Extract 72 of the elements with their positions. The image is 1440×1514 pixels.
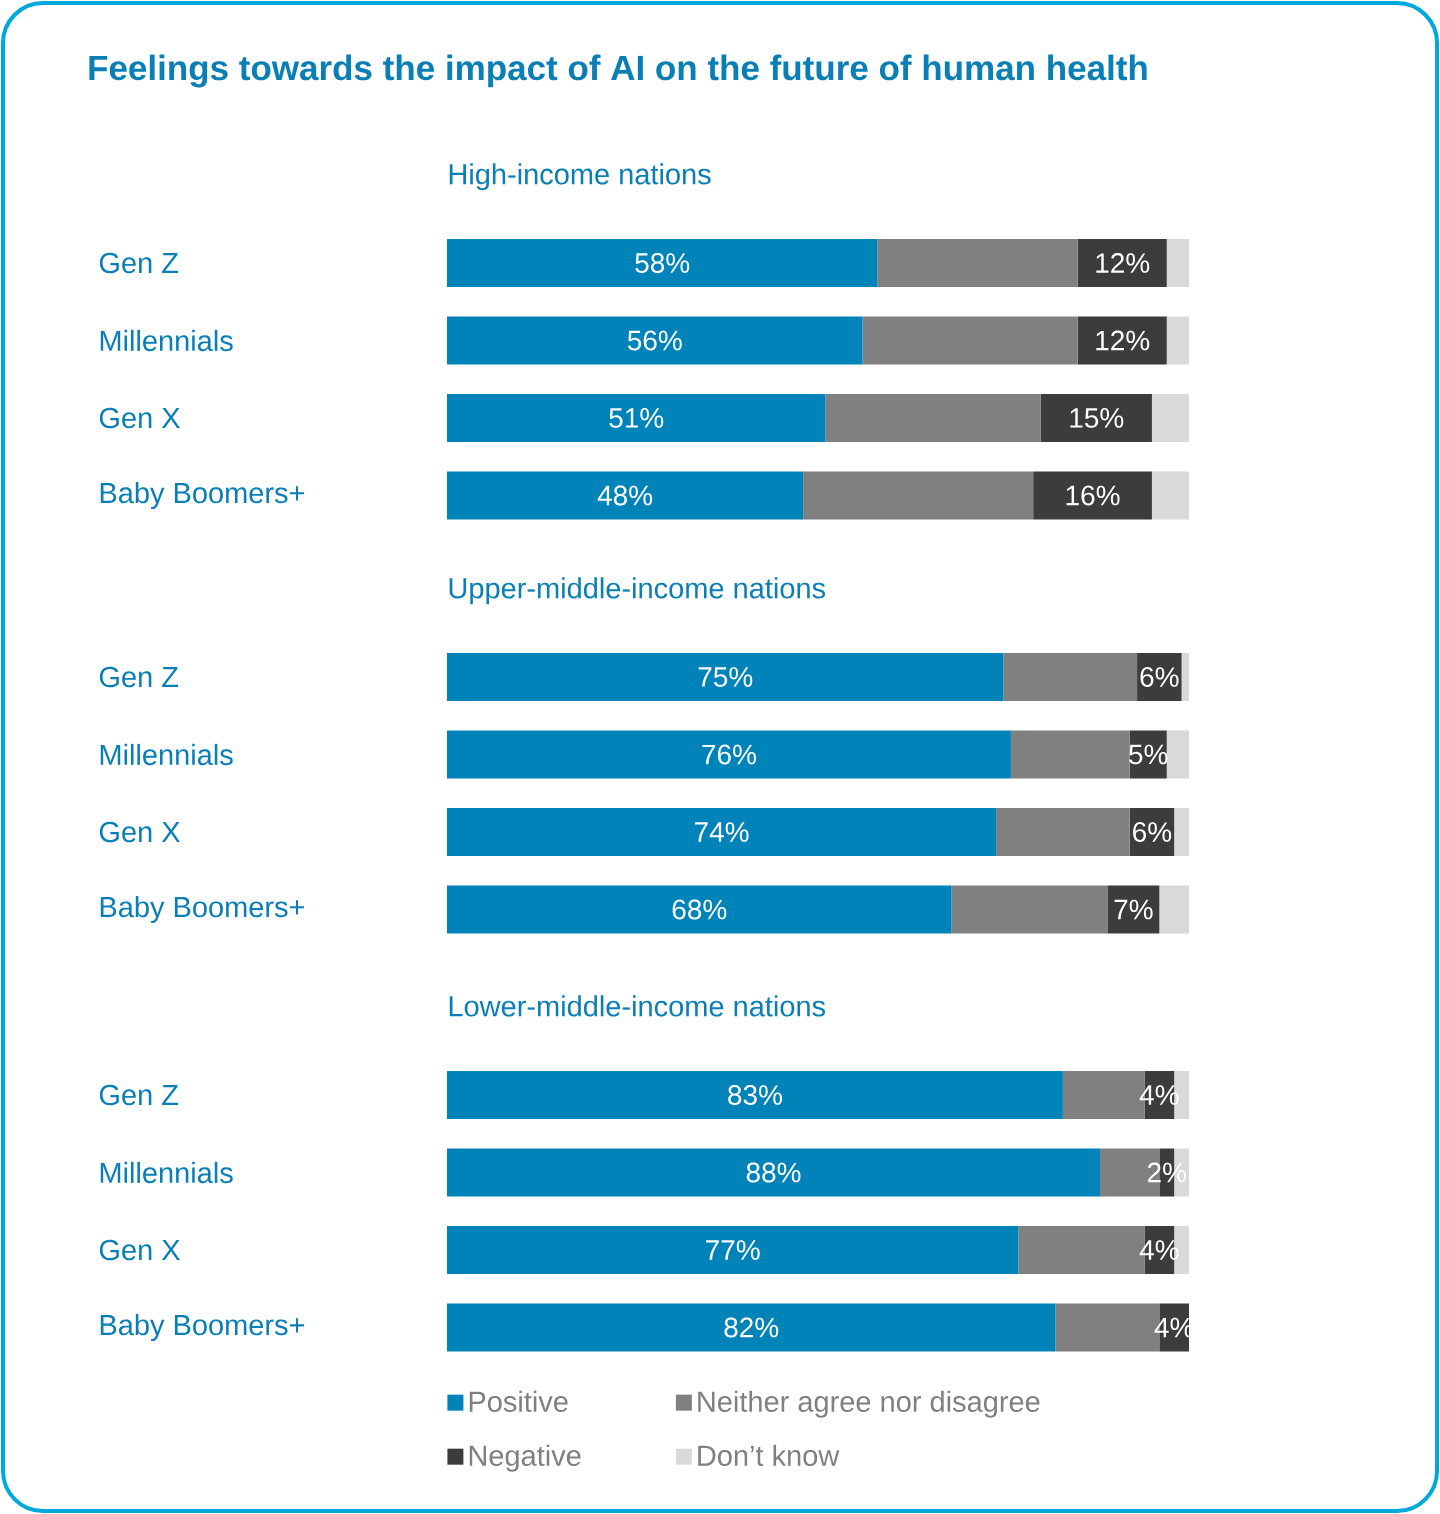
data-label: 12% <box>1096 330 1150 351</box>
bar <box>447 471 804 520</box>
data-label: 83% <box>728 1085 782 1105</box>
bar <box>447 394 826 442</box>
bar <box>447 885 952 934</box>
category-label: Gen Z <box>99 252 179 274</box>
legend-label: Don’t know <box>698 1444 840 1466</box>
bar <box>1077 316 1167 365</box>
data-label: 48% <box>597 485 653 506</box>
legend-label: Positive <box>469 1390 568 1412</box>
bar <box>447 316 863 365</box>
category-label: Millennials <box>100 743 233 766</box>
data-label: 15% <box>1070 408 1124 428</box>
bar <box>447 1071 1063 1120</box>
data-label: 56% <box>627 330 682 351</box>
bar <box>825 394 1041 442</box>
data-label: 51% <box>609 408 664 428</box>
legend-label: Negative <box>469 1444 581 1472</box>
bar <box>1077 239 1167 287</box>
bar <box>447 1148 1100 1197</box>
data-label: 75% <box>698 667 753 687</box>
bar <box>1166 239 1190 287</box>
bar <box>1040 394 1152 442</box>
category-label: Gen X <box>99 407 180 429</box>
data-label: 82% <box>724 1317 779 1338</box>
bar <box>1151 394 1190 442</box>
data-label: 58% <box>635 253 690 273</box>
category-label: Gen Z <box>99 666 179 688</box>
chart-subtitle: Upper-middle-income nations <box>449 577 826 605</box>
data-label: 77% <box>706 1240 760 1260</box>
data-label: 68% <box>672 899 727 920</box>
bar <box>877 239 1078 287</box>
legend-label: Neither agree nor disagree <box>698 1390 1040 1418</box>
data-label: 16% <box>1066 485 1120 506</box>
bar <box>1107 885 1160 934</box>
category-label: Baby Boomers+ <box>100 895 305 924</box>
bar <box>951 885 1108 934</box>
bar <box>803 471 1034 520</box>
bar <box>862 316 1078 365</box>
data-label: 74% <box>694 822 749 842</box>
bar <box>447 808 997 856</box>
data-label: 12% <box>1096 253 1150 273</box>
bar <box>1033 471 1152 520</box>
data-label: 6% <box>1133 822 1172 842</box>
category-label: Gen Z <box>99 1084 179 1106</box>
bar <box>1166 730 1190 779</box>
bar <box>996 808 1130 856</box>
bar <box>1003 653 1138 701</box>
bar <box>1010 730 1130 779</box>
data-label: 88% <box>746 1162 801 1183</box>
bar <box>1174 808 1190 856</box>
bar <box>1181 653 1190 701</box>
category-label: Baby Boomers+ <box>100 1313 305 1342</box>
category-label: Gen X <box>99 1239 180 1261</box>
category-label: Baby Boomers+ <box>100 481 305 510</box>
chart-subtitle: High-income nations <box>449 163 711 191</box>
category-label: Gen X <box>99 821 180 843</box>
bar <box>447 1226 1019 1275</box>
chart-subtitle: Lower-middle-income nations <box>449 995 826 1017</box>
category-label: Millennials <box>100 329 233 352</box>
data-label: 76% <box>702 744 756 765</box>
bar <box>1151 471 1190 520</box>
bar <box>1159 885 1190 934</box>
bar <box>447 1303 1056 1352</box>
bar <box>447 730 1011 779</box>
data-label: 7% <box>1114 899 1153 920</box>
category-label: Millennials <box>100 1161 233 1184</box>
chart-title: Feelings towards the impact of AI on the future of human health <box>89 54 1147 88</box>
bar <box>447 239 878 287</box>
data-label: 6% <box>1140 667 1179 687</box>
bar <box>1166 316 1190 365</box>
bar <box>447 653 1004 701</box>
